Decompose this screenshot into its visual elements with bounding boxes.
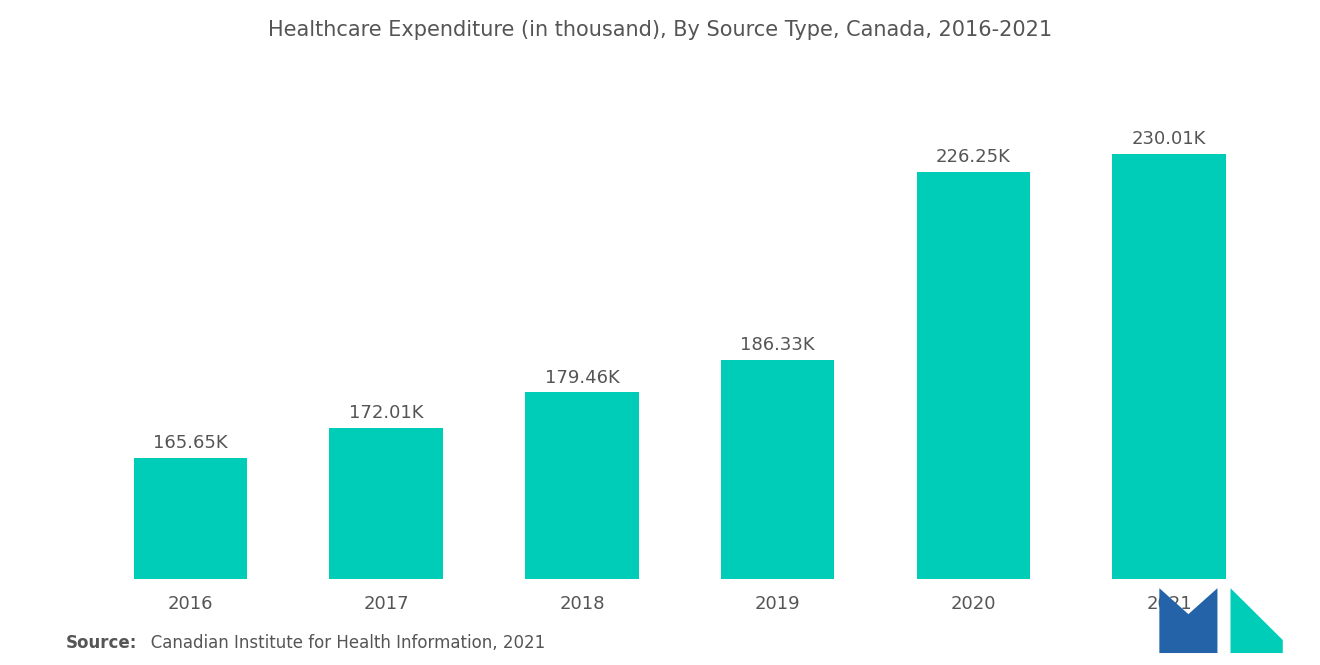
Bar <box>525 392 639 665</box>
Bar <box>1113 154 1226 665</box>
Text: 165.65K: 165.65K <box>153 434 228 452</box>
Text: Canadian Institute for Health Information, 2021: Canadian Institute for Health Informatio… <box>135 634 545 652</box>
Polygon shape <box>1230 588 1283 653</box>
Polygon shape <box>1159 588 1217 653</box>
Text: 186.33K: 186.33K <box>741 336 814 354</box>
Text: Source:: Source: <box>66 634 137 652</box>
Text: 179.46K: 179.46K <box>545 369 619 387</box>
Text: 226.25K: 226.25K <box>936 148 1011 166</box>
Bar <box>916 172 1030 665</box>
Bar <box>133 458 247 665</box>
Text: 172.01K: 172.01K <box>348 404 424 422</box>
Text: Healthcare Expenditure (in thousand), By Source Type, Canada, 2016-2021: Healthcare Expenditure (in thousand), By… <box>268 20 1052 40</box>
Text: 230.01K: 230.01K <box>1131 130 1206 148</box>
Bar <box>721 360 834 665</box>
Bar <box>330 428 444 665</box>
